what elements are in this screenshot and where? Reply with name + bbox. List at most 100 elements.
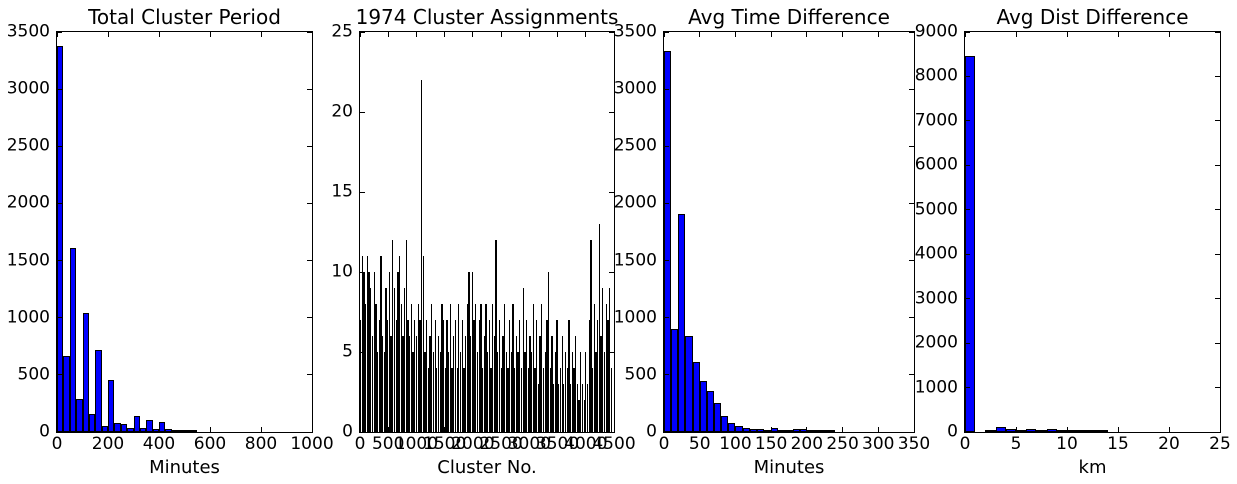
histogram-bar: [483, 336, 485, 432]
x-tick-mark: [613, 32, 615, 37]
x-tick-mark: [107, 427, 109, 432]
histogram-bar: [417, 304, 419, 432]
y-tick-mark: [307, 431, 312, 433]
histogram-bar: [375, 304, 377, 432]
y-tick-label: 500: [17, 364, 50, 385]
histogram-bar: [439, 352, 441, 432]
histogram-bar: [520, 368, 523, 432]
histogram-bar: [449, 304, 452, 432]
histogram-bar: [481, 368, 484, 432]
x-tick-mark: [472, 427, 474, 432]
histogram-bar: [534, 368, 536, 432]
x-tick-label: 4000: [564, 434, 608, 454]
histogram-bar: [1067, 430, 1078, 432]
x-tick-mark: [585, 427, 587, 432]
x-tick-mark: [877, 427, 879, 432]
histogram-bar: [133, 415, 140, 432]
histogram-bar: [498, 320, 501, 432]
histogram-bar: [678, 213, 686, 432]
histogram-bar: [505, 352, 507, 432]
histogram-bar: [522, 288, 524, 432]
x-tick-mark: [734, 32, 736, 37]
histogram-bar: [519, 320, 521, 432]
histogram-bar: [524, 352, 526, 432]
histogram-bar: [608, 288, 611, 432]
histogram-bar: [566, 368, 568, 432]
histogram-bar: [699, 380, 707, 432]
x-tick-mark: [877, 32, 879, 37]
y-tick-label: 3000: [613, 78, 657, 99]
histogram-bar: [485, 304, 487, 432]
histogram-bar: [1087, 430, 1098, 432]
x-tick-label: 50: [688, 434, 711, 454]
plot-title: Avg Dist Difference: [996, 5, 1189, 29]
histogram-bar: [510, 352, 512, 432]
histogram-bar: [585, 352, 587, 432]
x-tick-label: 100: [719, 434, 752, 454]
histogram-bar: [554, 352, 556, 432]
y-tick-mark: [664, 202, 669, 204]
y-tick-mark: [909, 31, 914, 33]
y-tick-mark: [360, 111, 365, 113]
histogram-bar: [568, 320, 570, 432]
histogram-bar: [965, 56, 976, 432]
y-tick-mark: [909, 260, 914, 262]
histogram-bar: [503, 304, 506, 432]
x-tick-mark: [260, 427, 262, 432]
histogram-bar: [459, 352, 462, 432]
histogram-bar: [728, 422, 736, 432]
x-axis-label: km: [1078, 457, 1107, 478]
y-tick-mark: [965, 387, 970, 389]
subplot-cluster-assignments: 1974 Cluster Assignments Cluster No. 0 50…: [331, 7, 635, 477]
histogram-bar: [409, 336, 411, 432]
x-tick-mark: [1168, 427, 1170, 432]
histogram-bar: [453, 336, 455, 432]
histogram-bar: [706, 391, 714, 432]
y-tick-mark: [307, 260, 312, 262]
x-tick-mark: [209, 32, 211, 37]
y-tick-label: 500: [624, 364, 657, 385]
histogram-bar: [370, 288, 372, 432]
y-tick-label: 0: [646, 421, 657, 442]
y-tick-mark: [307, 374, 312, 376]
x-tick-mark: [613, 427, 615, 432]
y-tick-label: 2000: [613, 192, 657, 213]
histogram-bar: [586, 384, 589, 432]
x-tick-mark: [359, 427, 361, 432]
y-tick-mark: [609, 351, 614, 353]
y-tick-mark: [664, 145, 669, 147]
histogram-bar: [478, 320, 480, 432]
x-tick-label: 1000: [290, 434, 334, 454]
histogram-bar: [561, 336, 563, 432]
histogram-bar: [595, 352, 597, 432]
subplot-avg-dist-difference: Avg Dist Difference km 0 5 10 15 20 25 0 1000 20…: [915, 7, 1231, 477]
histogram-bar: [588, 320, 590, 432]
y-tick-mark: [1215, 342, 1220, 344]
histogram-bar: [814, 430, 822, 432]
histogram-bar: [771, 428, 779, 432]
histogram-bar: [427, 368, 429, 432]
histogram-bar: [446, 320, 448, 432]
y-tick-mark: [307, 202, 312, 204]
histogram-bar: [407, 320, 409, 432]
x-tick-mark: [500, 427, 502, 432]
y-tick-mark: [307, 88, 312, 90]
y-tick-label: 1000: [914, 377, 958, 398]
x-tick-label: 200: [91, 434, 125, 454]
histogram-bar: [764, 430, 772, 432]
histogram-bar: [444, 368, 446, 432]
histogram-bar: [410, 304, 413, 432]
histogram-bar: [493, 336, 496, 432]
y-tick-mark: [965, 298, 970, 300]
x-tick-mark: [964, 427, 966, 432]
y-tick-mark: [664, 260, 669, 262]
histogram-bar: [463, 368, 465, 432]
histogram-bar: [422, 256, 424, 432]
y-tick-mark: [664, 317, 669, 319]
histogram-bar: [69, 248, 77, 432]
y-tick-label: 0: [342, 421, 353, 442]
histogram-bar: [735, 425, 743, 432]
x-tick-mark: [557, 32, 559, 37]
y-tick-label: 10: [331, 261, 353, 282]
